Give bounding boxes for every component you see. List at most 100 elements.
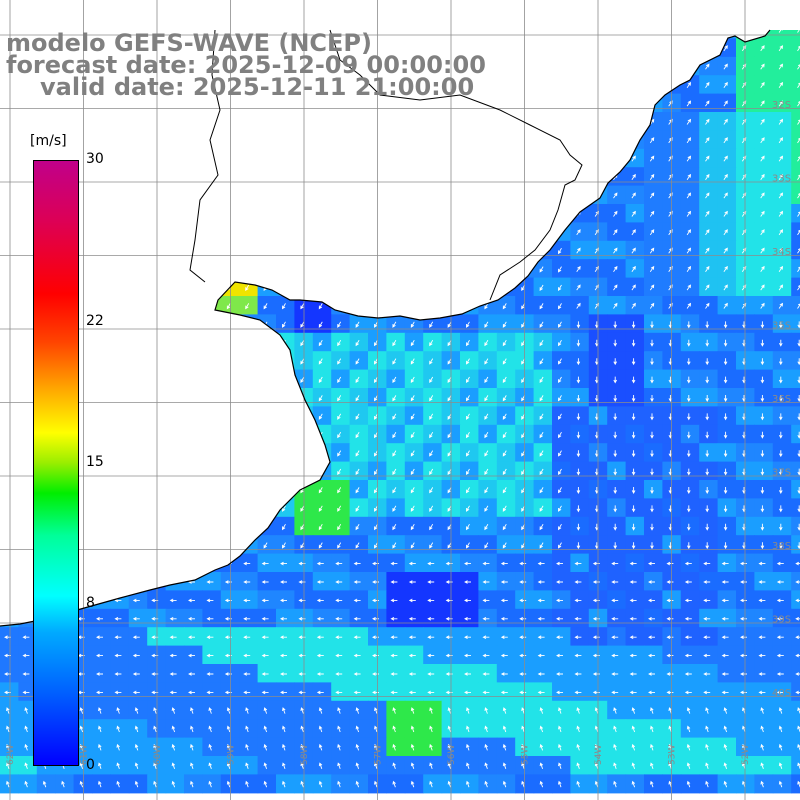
- wind-cell: [239, 737, 259, 757]
- wind-arrow: [116, 155, 121, 163]
- wind-cell: [552, 406, 571, 426]
- wind-cell: [386, 296, 406, 315]
- wind-cell: [625, 443, 645, 463]
- wind-arrow: [318, 229, 323, 236]
- wind-arrow: [537, 690, 545, 695]
- wind-arrow: [353, 690, 361, 695]
- wind-cell: [699, 535, 719, 555]
- wind-arrow: [466, 725, 470, 733]
- wind-arrow: [208, 174, 213, 181]
- wind-arrow: [79, 321, 84, 328]
- wind-arrow: [79, 487, 84, 494]
- wind-arrow: [153, 395, 158, 402]
- wind-arrow: [502, 505, 507, 512]
- wind-cell: [165, 351, 185, 371]
- wind-arrow: [374, 266, 378, 273]
- wind-cell: [312, 112, 332, 131]
- wind-arrow: [282, 100, 286, 108]
- latitude-label: 37S: [772, 468, 791, 479]
- wind-arrow: [631, 450, 636, 458]
- wind-arrow: [723, 63, 728, 70]
- wind-cell: [570, 516, 590, 536]
- wind-arrow: [6, 119, 10, 126]
- wind-arrow: [482, 617, 490, 621]
- wind-arrow: [429, 542, 434, 549]
- wind-arrow: [24, 413, 29, 420]
- wind-cell: [736, 332, 755, 352]
- wind-arrow: [282, 468, 286, 476]
- wind-cell: [128, 461, 148, 481]
- wind-arrow: [482, 635, 490, 639]
- wind-cell: [349, 332, 369, 352]
- wind-cell: [331, 351, 351, 371]
- wind-cell: [552, 774, 571, 794]
- wind-cell: [625, 369, 645, 389]
- wind-arrow: [408, 617, 416, 621]
- wind-arrow: [502, 468, 507, 476]
- wind-arrow: [171, 468, 176, 476]
- wind-arrow: [429, 174, 434, 181]
- wind-arrow: [705, 137, 710, 144]
- wind-arrow: [594, 780, 599, 788]
- wind-arrow: [318, 523, 323, 531]
- wind-cell: [478, 590, 498, 610]
- wind-arrow: [318, 450, 323, 457]
- wind-cell: [644, 498, 663, 518]
- wind-cell: [386, 480, 406, 499]
- wind-arrow: [686, 725, 691, 733]
- wind-arrow: [261, 580, 269, 584]
- wind-arrow: [629, 561, 637, 566]
- wind-arrow: [392, 284, 397, 292]
- wind-arrow: [61, 780, 65, 788]
- wind-cell: [128, 259, 148, 279]
- wind-arrow: [134, 743, 139, 751]
- wind-arrow: [226, 431, 231, 439]
- wind-arrow: [79, 211, 84, 218]
- wind-cell: [772, 737, 792, 757]
- wind-arrow: [429, 395, 434, 402]
- wind-cell: [754, 314, 774, 334]
- wind-cell: [662, 388, 682, 407]
- wind-cell: [184, 259, 203, 279]
- wind-arrow: [226, 707, 231, 714]
- wind-cell: [349, 480, 369, 499]
- wind-arrow: [392, 358, 397, 365]
- wind-arrow: [502, 413, 507, 420]
- wind-arrow: [6, 505, 10, 512]
- wind-arrow: [723, 210, 728, 217]
- wind-cell: [312, 682, 332, 702]
- wind-arrow: [613, 321, 617, 329]
- wind-arrow: [484, 376, 489, 384]
- wind-arrow: [6, 450, 10, 457]
- wind-arrow: [98, 376, 102, 384]
- wind-cell: [165, 167, 185, 187]
- wind-arrow: [208, 762, 212, 769]
- wind-cell: [349, 608, 369, 628]
- wind-cell: [239, 664, 259, 683]
- wind-cell: [0, 148, 19, 168]
- wind-arrow: [429, 523, 434, 531]
- wind-arrow: [282, 155, 286, 163]
- wind-arrow: [502, 192, 507, 200]
- wind-cell: [496, 498, 516, 518]
- wind-arrow: [282, 707, 286, 714]
- wind-arrow: [6, 266, 10, 273]
- wind-cell: [312, 222, 332, 242]
- wind-arrow: [79, 192, 84, 200]
- wind-cell: [92, 645, 111, 665]
- wind-arrow: [686, 302, 692, 309]
- wind-arrow: [6, 523, 10, 531]
- wind-cell: [680, 756, 700, 775]
- longitude-label: 58W: [300, 745, 310, 765]
- wind-cell: [460, 627, 479, 647]
- wind-cell: [349, 645, 369, 665]
- wind-arrow: [392, 303, 397, 310]
- wind-cell: [533, 30, 553, 39]
- wind-arrow: [243, 617, 251, 621]
- wind-cell: [404, 756, 424, 775]
- wind-arrow: [171, 174, 176, 181]
- wind-cell: [423, 737, 443, 757]
- wind-cell: [128, 590, 148, 610]
- wind-cell: [257, 443, 277, 463]
- wind-cell: [754, 627, 774, 647]
